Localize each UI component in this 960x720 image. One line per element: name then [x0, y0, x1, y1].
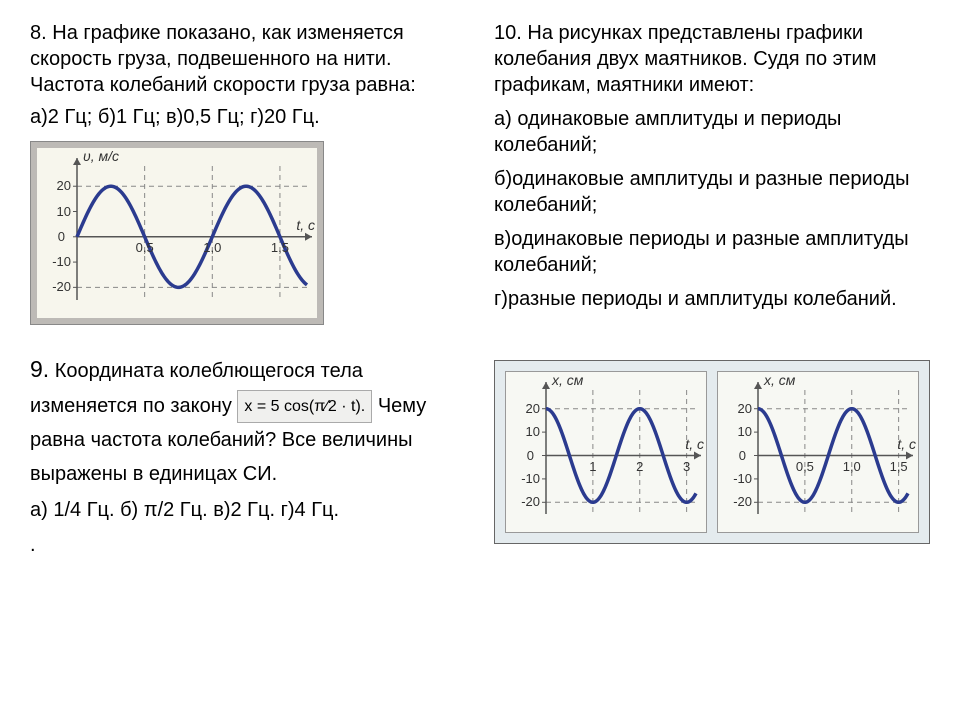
- q8-body: На графике показано, как изменяется скор…: [30, 22, 416, 96]
- q10-chart-left: 20100-10-20123x, смt, c: [505, 371, 707, 533]
- q9-options: а) 1/4 Гц. б) π/2 Гц. в)2 Гц. г)4 Гц.: [30, 499, 464, 522]
- q10-num: 10.: [494, 22, 522, 44]
- q8-num: 8.: [30, 22, 47, 44]
- q8-text: 8. На графике показано, как изменяется с…: [30, 20, 464, 98]
- q10-opt-a: а) одинаковые амплитуды и периоды колеба…: [494, 106, 930, 158]
- q9-num: 9.: [30, 356, 49, 382]
- q10-opt-d: г)разные периоды и амплитуды колебаний.: [494, 286, 930, 312]
- q8-chart-frame: 20100-10-200,51,01,5υ, м/сt, c: [30, 141, 324, 325]
- left-column: 8. На графике показано, как изменяется с…: [30, 20, 464, 569]
- right-column: 10. На рисунках представлены графики кол…: [494, 20, 930, 569]
- q9-formula: x = 5 cos(π⁄2 · t).: [237, 390, 372, 423]
- q8-options: а)2 Гц; б)1 Гц; в)0,5 Гц; г)20 Гц.: [30, 106, 464, 129]
- q10-opt-b: б)одинаковые амплитуды и разные периоды …: [494, 166, 930, 218]
- q10-charts-frame: 20100-10-20123x, смt, c 20100-10-200,51,…: [494, 360, 930, 544]
- q10-opt-c: в)одинаковые периоды и разные амплитуды …: [494, 226, 930, 278]
- q10-chart-right: 20100-10-200,51,01,5x, смt, c: [717, 371, 919, 533]
- q9-dot: .: [30, 534, 464, 557]
- q10-text: 10. На рисунках представлены графики кол…: [494, 20, 930, 98]
- q10-body: На рисунках представлены графики колебан…: [494, 22, 876, 96]
- q8-chart: 20100-10-200,51,01,5υ, м/сt, c: [37, 148, 317, 318]
- q9-text: 9. Координата колеблющегося тела изменяе…: [30, 350, 464, 491]
